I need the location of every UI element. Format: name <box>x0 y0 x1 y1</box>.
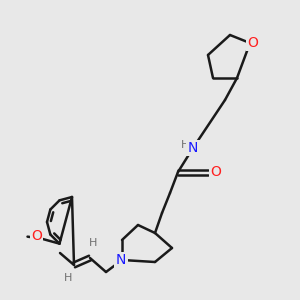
Text: H: H <box>89 238 97 248</box>
Text: O: O <box>31 229 42 243</box>
Text: O: O <box>248 36 258 50</box>
Text: N: N <box>116 253 126 267</box>
Text: O: O <box>211 165 221 179</box>
Text: H: H <box>181 140 189 150</box>
Text: N: N <box>188 141 198 155</box>
Text: H: H <box>64 273 72 283</box>
